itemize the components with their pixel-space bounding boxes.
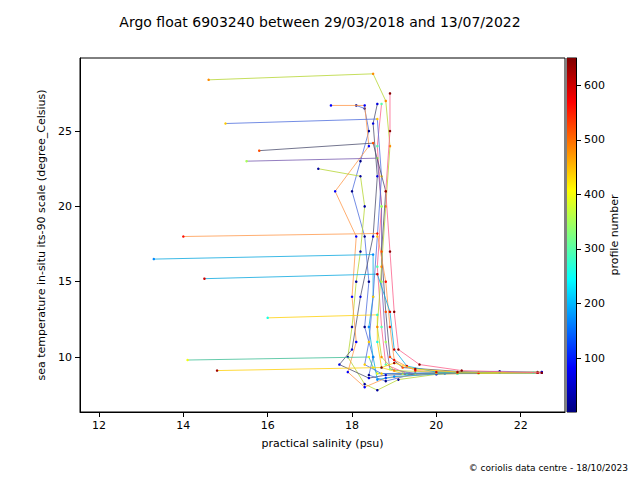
svg-text:practical salinity (psu): practical salinity (psu) xyxy=(261,437,383,450)
svg-text:12: 12 xyxy=(92,419,106,432)
svg-text:600: 600 xyxy=(584,79,605,92)
svg-text:16: 16 xyxy=(261,419,275,432)
svg-text:300: 300 xyxy=(584,242,605,255)
svg-text:profile number: profile number xyxy=(608,194,621,276)
svg-text:15: 15 xyxy=(58,275,72,288)
svg-text:© coriolis data centre - 18/10: © coriolis data centre - 18/10/2023 xyxy=(469,463,628,473)
svg-text:25: 25 xyxy=(58,125,72,138)
svg-text:14: 14 xyxy=(176,419,190,432)
svg-text:Argo float 6903240 between 29/: Argo float 6903240 between 29/03/2018 an… xyxy=(119,14,520,30)
svg-text:22: 22 xyxy=(514,419,528,432)
svg-text:400: 400 xyxy=(584,188,605,201)
svg-text:10: 10 xyxy=(58,351,72,364)
svg-text:18: 18 xyxy=(345,419,359,432)
svg-text:100: 100 xyxy=(584,352,605,365)
svg-text:20: 20 xyxy=(429,419,443,432)
svg-text:200: 200 xyxy=(584,297,605,310)
svg-text:20: 20 xyxy=(58,200,72,213)
svg-text:500: 500 xyxy=(584,133,605,146)
svg-text:sea temperature in-situ its-90: sea temperature in-situ its-90 scale (de… xyxy=(35,90,48,381)
